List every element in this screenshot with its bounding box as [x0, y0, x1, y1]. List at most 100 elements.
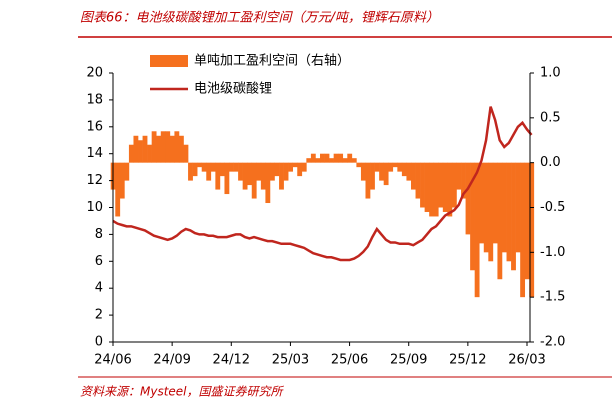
source: 资料来源：Mysteel，国盛证券研究所 — [80, 385, 285, 399]
bar — [524, 162, 530, 280]
bar — [461, 162, 466, 199]
chart-title: 图表66：电池级碳酸锂加工盈利空间（万元/吨，锂辉石原料） — [80, 10, 439, 26]
bar — [197, 162, 203, 168]
bar — [506, 162, 512, 262]
bar — [192, 162, 198, 177]
bar — [165, 131, 171, 163]
bar — [415, 162, 421, 199]
bar — [156, 135, 162, 163]
y2-tick-label: 0.5 — [540, 110, 561, 125]
bar — [301, 162, 307, 172]
bar — [133, 135, 139, 163]
bar — [356, 162, 362, 168]
x-tick-label: 25/03 — [272, 353, 309, 368]
y-tick-label: 0 — [95, 335, 103, 350]
y-tick-label: 2 — [95, 308, 103, 323]
bar — [501, 162, 507, 253]
bar — [447, 162, 453, 217]
bar — [397, 162, 403, 172]
bar — [174, 131, 180, 163]
bar — [392, 162, 398, 168]
bar — [265, 162, 271, 204]
legend-swatch — [150, 55, 188, 67]
x-tick-label: 25/12 — [449, 353, 486, 368]
bar — [401, 162, 407, 177]
y2-tick-label: -2.0 — [540, 335, 565, 350]
x-tick-label: 26/03 — [508, 353, 545, 368]
bar — [456, 162, 462, 190]
y-tick-label: 14 — [86, 146, 103, 161]
bar — [279, 162, 284, 190]
legend-label: 电池级碳酸锂 — [194, 82, 272, 97]
bar — [310, 153, 316, 163]
bar — [474, 162, 480, 298]
y2-tick-label: 0.0 — [540, 155, 561, 170]
x-tick-label: 24/09 — [153, 353, 190, 368]
bar — [292, 162, 298, 168]
bar — [451, 162, 457, 208]
bar — [529, 162, 535, 298]
bar — [388, 162, 394, 172]
bar — [206, 162, 212, 181]
bar — [160, 131, 166, 163]
bar — [224, 162, 230, 195]
bar — [138, 140, 143, 163]
y2-tick-label: -0.5 — [540, 200, 565, 215]
bar — [511, 162, 516, 271]
bar — [465, 162, 471, 235]
x-tick-label: 25/09 — [390, 353, 427, 368]
y-tick-label: 8 — [95, 227, 103, 242]
bar — [315, 158, 321, 163]
bar — [147, 144, 152, 163]
bar — [256, 162, 262, 181]
line — [112, 106, 533, 262]
y-tick-label: 20 — [86, 66, 103, 81]
bar — [488, 162, 494, 262]
bar — [515, 162, 521, 253]
bar — [169, 135, 175, 163]
bar — [342, 158, 348, 163]
bar — [119, 162, 125, 199]
bar — [429, 162, 435, 217]
bar — [442, 162, 448, 212]
y-tick-label: 6 — [95, 254, 103, 269]
bar — [178, 135, 184, 163]
y2-tick-label: 1.0 — [540, 66, 561, 81]
bar — [260, 162, 266, 190]
bar — [283, 162, 289, 181]
y2-tick-label: -1.5 — [540, 290, 565, 305]
bar — [520, 162, 526, 298]
bar — [324, 153, 330, 163]
bar — [233, 162, 239, 172]
bar — [210, 162, 216, 172]
y-tick-label: 18 — [86, 92, 103, 107]
bar — [124, 162, 130, 181]
bar — [115, 162, 121, 217]
bar — [351, 158, 357, 163]
bar — [238, 162, 243, 181]
bar — [215, 162, 221, 190]
bar — [424, 162, 430, 212]
bar — [297, 162, 303, 177]
bar — [306, 158, 312, 163]
x-tick-label: 25/06 — [331, 353, 368, 368]
bar — [433, 162, 439, 217]
bar — [251, 162, 257, 199]
bar — [479, 162, 485, 244]
bar — [320, 153, 325, 163]
bar — [347, 153, 353, 163]
bar — [365, 162, 371, 199]
bar — [229, 162, 234, 172]
bar — [410, 162, 416, 190]
bar — [360, 162, 366, 181]
bar — [374, 162, 380, 172]
bar — [438, 162, 444, 208]
bar — [188, 162, 193, 181]
bar — [142, 135, 148, 163]
bar — [483, 162, 489, 253]
bar — [383, 162, 389, 186]
legend-label: 单吨加工盈利空间（右轴） — [194, 54, 350, 69]
bar — [329, 158, 334, 163]
bar — [183, 144, 189, 163]
